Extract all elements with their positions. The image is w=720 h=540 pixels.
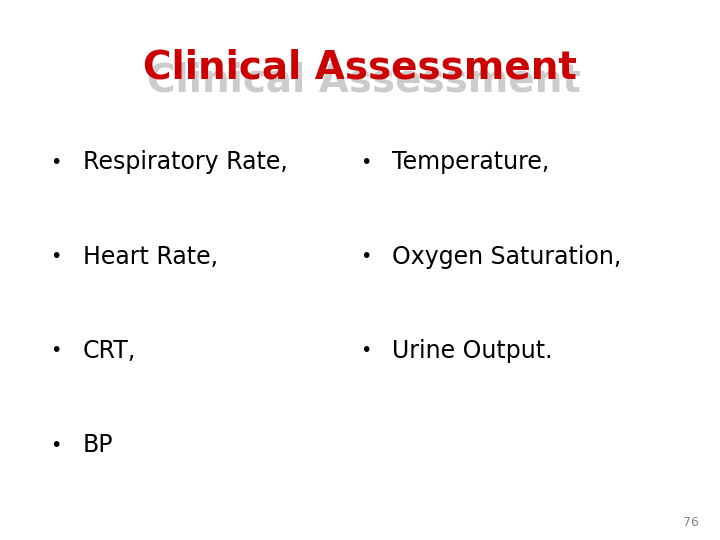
Text: Heart Rate,: Heart Rate,	[83, 245, 218, 268]
Text: Temperature,: Temperature,	[392, 150, 549, 174]
Text: •: •	[50, 436, 62, 455]
Text: Clinical Assessment: Clinical Assessment	[147, 62, 580, 100]
Text: Oxygen Saturation,: Oxygen Saturation,	[392, 245, 621, 268]
Text: Urine Output.: Urine Output.	[392, 339, 553, 363]
Text: •: •	[360, 341, 372, 361]
Text: •: •	[50, 247, 62, 266]
Text: •: •	[360, 247, 372, 266]
Text: Respiratory Rate,: Respiratory Rate,	[83, 150, 287, 174]
Text: •: •	[50, 341, 62, 361]
Text: BP: BP	[83, 434, 113, 457]
Text: CRT,: CRT,	[83, 339, 136, 363]
Text: Clinical Assessment: Clinical Assessment	[143, 49, 577, 86]
Text: •: •	[360, 152, 372, 172]
Text: •: •	[50, 152, 62, 172]
Text: 76: 76	[683, 516, 698, 529]
